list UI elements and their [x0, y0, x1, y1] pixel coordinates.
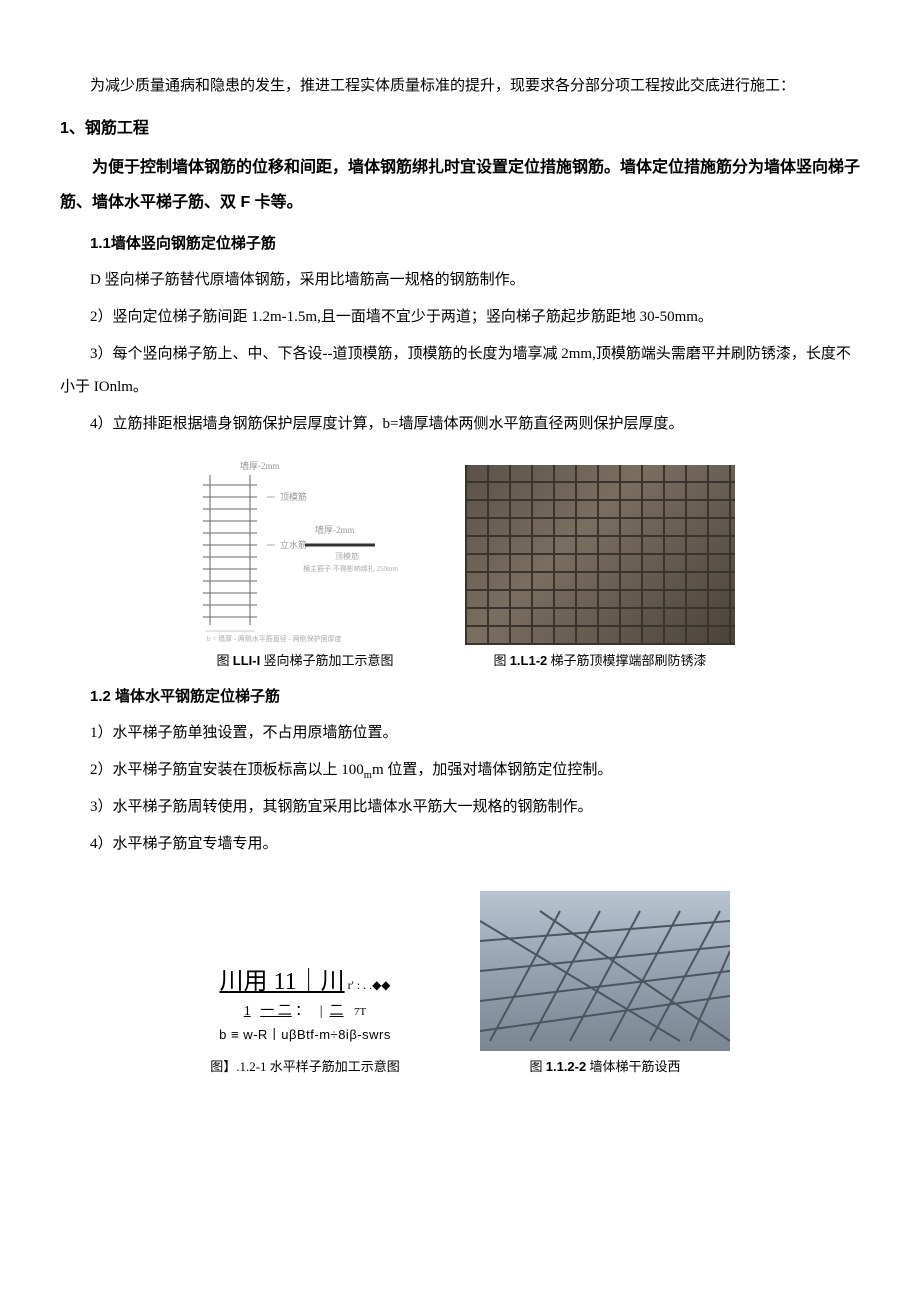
figure-row-2: 川用 11｜川 r' : . .◆◆ 1 一 二 ： | 二 7T b ≡ w-…	[60, 891, 860, 1078]
svg-text:横主筋子 不得影响绑扎 250mm: 横主筋子 不得影响绑扎 250mm	[303, 564, 398, 573]
scaffold-photo	[480, 891, 730, 1051]
figure-1-1-1-caption: 图 LLI-I 竖向梯子筋加工示意图	[217, 649, 394, 672]
figure-1-2-1-block: 川用 11｜川 r' : . .◆◆ 1 一 二 ： | 二 7T b ≡ w-…	[190, 961, 420, 1078]
horizontal-ladder-diagram: 川用 11｜川 r' : . .◆◆ 1 一 二 ： | 二 7T b ≡ w-…	[190, 961, 420, 1051]
item-1-1-2: 2）竖向定位梯子筋间距 1.2m-1.5m,且一面墙不宜少于两道；竖向梯子筋起步…	[60, 301, 860, 334]
intro-paragraph: 为减少质量通病和隐患的发生，推进工程实体质量标准的提升，现要求各分部分项工程按此…	[60, 70, 860, 103]
svg-text:墙厚-2mm: 墙厚-2mm	[315, 524, 355, 535]
item-1-2-4: 4）水平梯子筋宜专墙专用。	[60, 828, 860, 861]
svg-text:b = 墙厚 - 两侧水平筋直径 - 两侧保护层厚度: b = 墙厚 - 两侧水平筋直径 - 两侧保护层厚度	[207, 634, 342, 643]
section-1-heading: 1、钢筋工程	[60, 111, 860, 146]
subsection-1-1-heading: 1.1墙体竖向钢筋定位梯子筋	[60, 227, 860, 260]
item-1-1-1: D 竖向梯子筋替代原墙体钢筋，采用比墙筋高一规格的钢筋制作。	[60, 264, 860, 297]
figure-1-2-2-block: 图 1.1.2-2 墙体梯干筋设西	[480, 891, 730, 1078]
subsection-1-2-heading: 1.2 墙体水平钢筋定位梯子筋	[60, 680, 860, 713]
figure-1-1-2-caption: 图 1.L1-2 梯子筋顶模撑端部刷防锈漆	[493, 649, 706, 672]
item-1-2-2: 2）水平梯子筋宜安装在顶板标高以上 100mm 位置，加强对墙体钢筋定位控制。	[60, 754, 860, 787]
rebar-photo	[465, 465, 735, 645]
svg-text:顶模筋: 顶模筋	[280, 491, 307, 502]
figure-row-1: 墙厚-2mm 顶模筋 立水筋 墙厚-2mm 顶模筋 横主筋子 不得影响绑扎 25…	[60, 455, 860, 672]
item-1-1-4: 4）立筋排距根据墙身钢筋保护层厚度计算，b=墙厚墙体两侧水平筋直径两则保护层厚度…	[60, 408, 860, 441]
figure-1-2-2-caption: 图 1.1.2-2 墙体梯干筋设西	[529, 1055, 680, 1078]
ladder-diagram-1: 墙厚-2mm 顶模筋 立水筋 墙厚-2mm 顶模筋 横主筋子 不得影响绑扎 25…	[185, 455, 425, 645]
item-1-1-3: 3）每个竖向梯子筋上、中、下各设--道顶模筋，顶模筋的长度为墙享减 2mm,顶模…	[60, 338, 860, 404]
item-1-2-3: 3）水平梯子筋周转使用，其钢筋宜采用比墙体水平筋大一规格的钢筋制作。	[60, 791, 860, 824]
section-1-lead: 为便于控制墙体钢筋的位移和间距，墙体钢筋绑扎时宜设置定位措施钢筋。墙体定位措施筋…	[60, 150, 860, 220]
annot-top: 墙厚-2mm	[240, 460, 280, 471]
svg-text:立水筋: 立水筋	[280, 539, 307, 550]
figure-1-2-1-caption: 图】.1.2-1 水平样子筋加工示意图	[210, 1055, 400, 1078]
figure-1-1-2-block: 图 1.L1-2 梯子筋顶模撑端部刷防锈漆	[465, 465, 735, 672]
svg-text:顶模筋: 顶模筋	[335, 551, 359, 561]
figure-1-1-1-block: 墙厚-2mm 顶模筋 立水筋 墙厚-2mm 顶模筋 横主筋子 不得影响绑扎 25…	[185, 455, 425, 672]
item-1-2-1: 1）水平梯子筋单独设置，不占用原墙筋位置。	[60, 717, 860, 750]
